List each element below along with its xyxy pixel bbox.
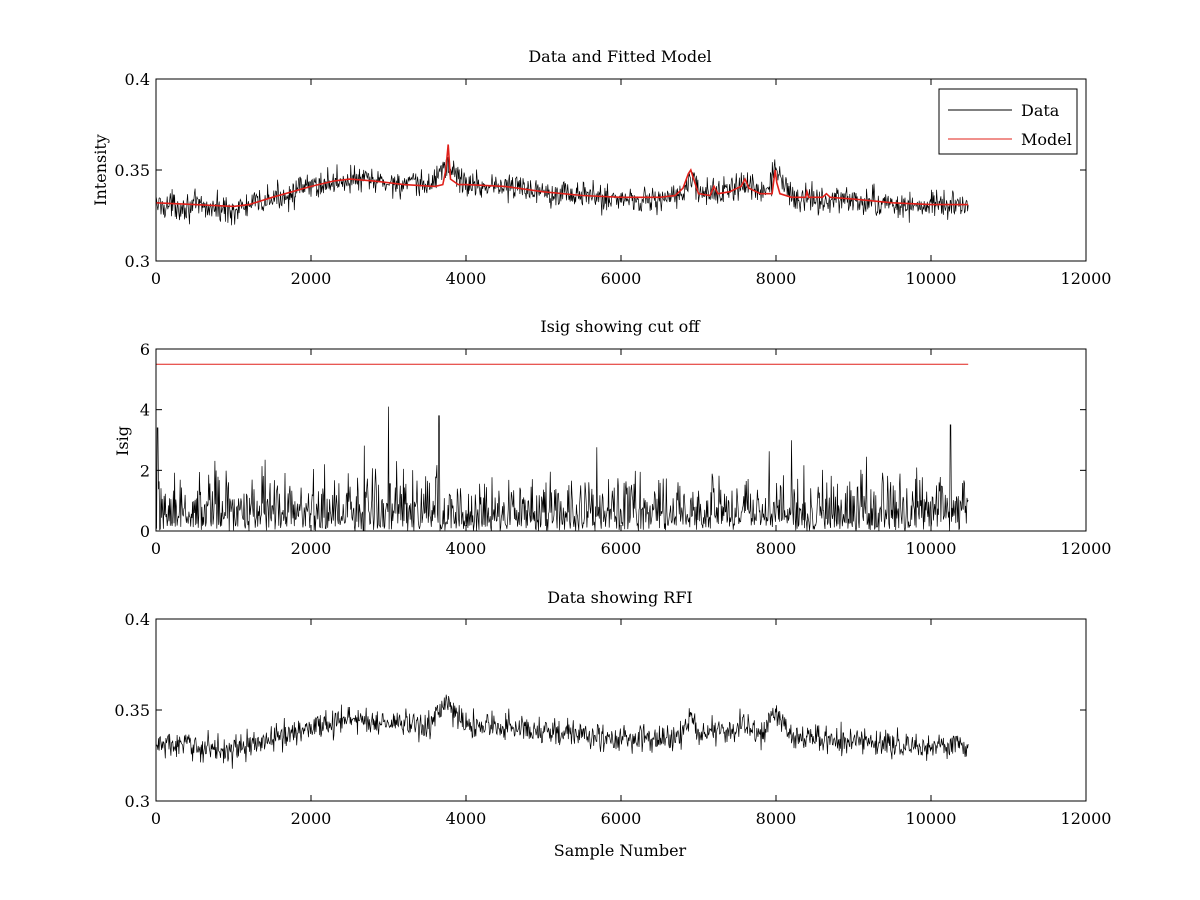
series-line-isig (156, 406, 969, 531)
x-tick-label: 8000 (756, 809, 797, 828)
panel-3-xlabel: Sample Number (554, 841, 687, 860)
y-tick-label: 4 (140, 401, 150, 420)
panel-isig-showing-cut-off: Isig showing cut off Isig (113, 317, 1087, 532)
y-tick-label: 0.35 (114, 161, 150, 180)
x-tick-label: 12000 (1061, 809, 1112, 828)
y-tick-label: 0.3 (125, 792, 150, 811)
series-line-data (156, 694, 969, 769)
x-tick-label: 4000 (446, 809, 487, 828)
x-tick-label: 0 (151, 539, 161, 558)
y-tick-label: 0.3 (125, 252, 150, 271)
y-tick-label: 0.4 (125, 610, 150, 629)
x-tick-label: 12000 (1061, 269, 1112, 288)
x-tick-label: 4000 (446, 269, 487, 288)
x-tick-label: 10000 (906, 539, 957, 558)
legend-box (938, 88, 1078, 155)
y-tick-label: 0.4 (125, 70, 150, 89)
y-tick-label: 6 (140, 340, 150, 359)
panel-2-plot-area (156, 363, 969, 531)
x-tick-label: 0 (151, 809, 161, 828)
x-tick-label: 12000 (1061, 539, 1112, 558)
x-tick-label: 10000 (906, 809, 957, 828)
panel-1-plot-area (156, 144, 969, 226)
x-tick-label: 2000 (291, 539, 332, 558)
panel-1-title: Data and Fitted Model (528, 47, 711, 66)
panel-3-title: Data showing RFI (547, 588, 692, 607)
legend-label-model: Model (1021, 130, 1072, 149)
series-line-data (156, 156, 969, 226)
y-tick-label: 0 (140, 522, 150, 541)
x-tick-label: 4000 (446, 539, 487, 558)
legend-label-data: Data (1021, 101, 1060, 120)
legend: Data Model (938, 88, 1078, 155)
x-tick-label: 8000 (756, 269, 797, 288)
x-tick-label: 6000 (601, 809, 642, 828)
x-tick-label: 2000 (291, 269, 332, 288)
x-tick-label: 8000 (756, 539, 797, 558)
y-tick-label: 0.35 (114, 701, 150, 720)
x-tick-label: 2000 (291, 809, 332, 828)
panel-3-plot-area (156, 694, 969, 769)
y-tick-label: 2 (140, 461, 150, 480)
panel-2-title: Isig showing cut off (540, 317, 701, 336)
x-tick-label: 10000 (906, 269, 957, 288)
x-tick-label: 6000 (601, 539, 642, 558)
x-tick-label: 0 (151, 269, 161, 288)
series-line-model (156, 144, 969, 208)
x-tick-label: 6000 (601, 269, 642, 288)
panel-2-ylabel: Isig (113, 426, 132, 456)
panel-data-and-fitted-model: Data and Fitted Model Intensity Data Mod… (91, 47, 1087, 262)
panel-1-ylabel: Intensity (91, 134, 110, 206)
